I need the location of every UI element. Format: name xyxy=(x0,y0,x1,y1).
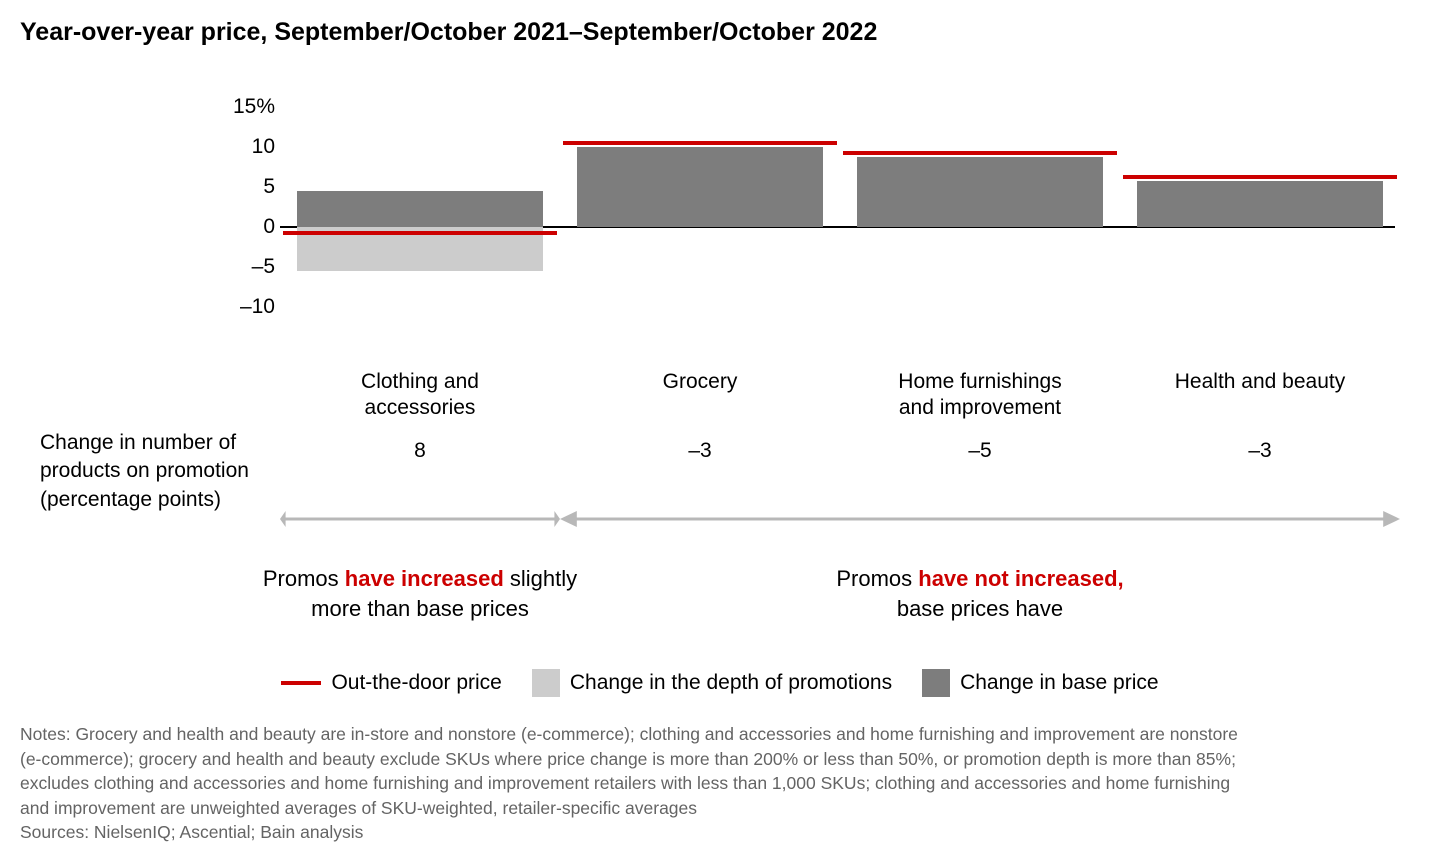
out-the-door-marker xyxy=(843,151,1116,155)
bar-group-clothing xyxy=(297,107,543,307)
category-label-grocery: Grocery xyxy=(554,369,845,395)
bar-base-price xyxy=(857,157,1103,227)
out-the-door-marker xyxy=(283,231,556,235)
legend-out-the-door: Out-the-door price xyxy=(281,671,501,695)
annotation-left: Promos have increased slightly more than… xyxy=(241,564,599,623)
y-tick-label: –5 xyxy=(252,255,275,279)
legend-dark-swatch xyxy=(922,669,950,697)
promo-count-value-health: –3 xyxy=(1137,439,1383,463)
bar-group-health xyxy=(1137,107,1383,307)
promo-count-row: 8 –3 –5 –3 xyxy=(280,439,1400,479)
bar-group-grocery xyxy=(577,107,823,307)
bar-base-price xyxy=(297,191,543,227)
annotation-row: Promos have increased slightly more than… xyxy=(280,564,1400,634)
promo-count-value-grocery: –3 xyxy=(577,439,823,463)
bar-group-home xyxy=(857,107,1103,307)
legend: Out-the-door price Change in the depth o… xyxy=(20,669,1420,697)
out-the-door-marker xyxy=(563,141,836,145)
legend-base-price: Change in base price xyxy=(922,669,1158,697)
y-axis: –10–5051015% xyxy=(215,107,275,307)
promo-count-row-label: Change in number of products on promotio… xyxy=(40,429,280,514)
y-tick-label: 0 xyxy=(263,215,275,239)
chart-title: Year-over-year price, September/October … xyxy=(20,18,1420,47)
legend-promo-depth: Change in the depth of promotions xyxy=(532,669,892,697)
category-labels-row: Clothing andaccessoriesGroceryHome furni… xyxy=(280,369,1400,439)
double-arrow-icon xyxy=(560,509,1400,529)
legend-promo-depth-label: Change in the depth of promotions xyxy=(570,671,892,695)
chart-notes: Notes: Grocery and health and beauty are… xyxy=(20,722,1420,845)
legend-light-swatch xyxy=(532,669,560,697)
category-label-clothing: Clothing andaccessories xyxy=(274,369,565,422)
plot xyxy=(280,107,1400,307)
y-tick-label: 5 xyxy=(263,175,275,199)
legend-base-price-label: Change in base price xyxy=(960,671,1158,695)
out-the-door-marker xyxy=(1123,175,1396,179)
promo-count-value-clothing: 8 xyxy=(297,439,543,463)
category-label-home: Home furnishingsand improvement xyxy=(834,369,1125,422)
double-arrow-icon xyxy=(280,509,560,529)
y-tick-label: 15% xyxy=(233,95,275,119)
legend-line-swatch xyxy=(281,681,321,685)
promo-count-value-home: –5 xyxy=(857,439,1103,463)
legend-out-the-door-label: Out-the-door price xyxy=(331,671,501,695)
bar-base-price xyxy=(1137,181,1383,227)
chart-plot-area: –10–5051015% xyxy=(280,107,1400,307)
y-tick-label: 10 xyxy=(252,135,275,159)
bar-base-price xyxy=(577,147,823,227)
arrow-row xyxy=(280,509,1400,549)
category-label-health: Health and beauty xyxy=(1114,369,1405,395)
y-tick-label: –10 xyxy=(240,295,275,319)
annotation-right: Promos have not increased, base prices h… xyxy=(560,564,1400,623)
